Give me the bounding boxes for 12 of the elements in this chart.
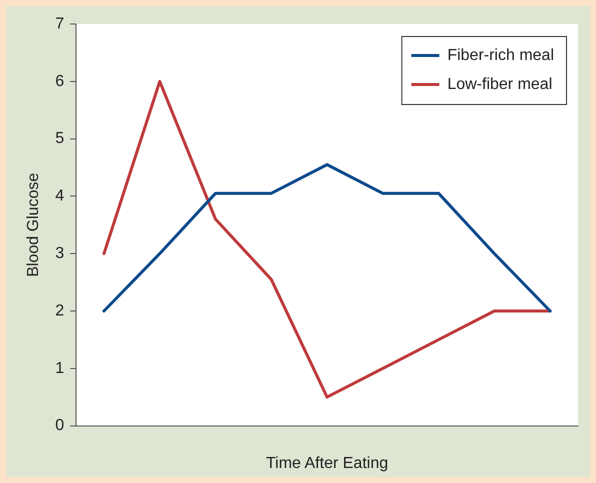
y-tick-label: 7: [55, 15, 64, 32]
legend-label: Fiber-rich meal: [447, 46, 554, 64]
y-axis-title: Blood Glucose: [25, 172, 42, 277]
y-tick-label: 4: [55, 188, 64, 205]
y-tick-label: 0: [55, 417, 64, 434]
y-tick-label: 3: [55, 245, 64, 262]
y-tick-label: 5: [55, 130, 64, 148]
y-tick-label: 2: [55, 302, 64, 320]
y-tick-label: 1: [55, 360, 64, 377]
legend-label: Low-fiber meal: [447, 76, 552, 93]
x-axis-title: Time After Eating: [266, 454, 388, 472]
y-tick-label: 6: [55, 72, 64, 90]
